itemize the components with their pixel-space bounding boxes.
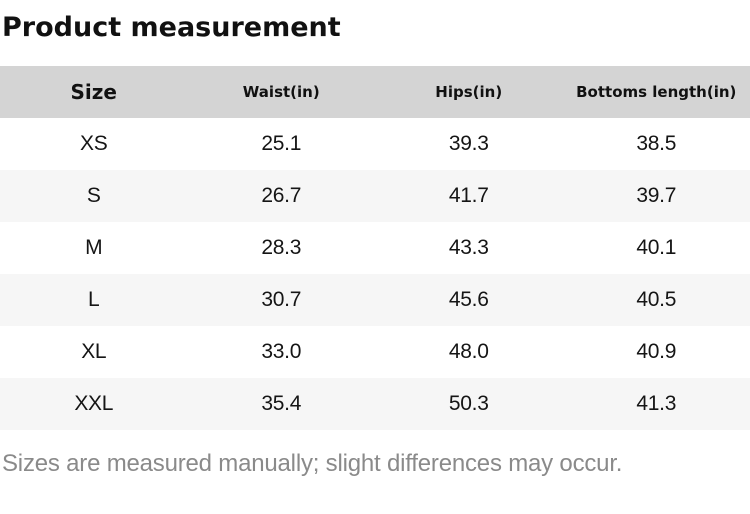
- table-row: XL 33.0 48.0 40.9: [0, 326, 750, 378]
- bottoms-length-cell: 41.3: [563, 378, 750, 430]
- table-row: S 26.7 41.7 39.7: [0, 170, 750, 222]
- hips-cell: 41.7: [375, 170, 563, 222]
- waist-cell: 33.0: [188, 326, 376, 378]
- column-header-bottoms-length: Bottoms length(in): [563, 66, 750, 118]
- bottoms-length-cell: 39.7: [563, 170, 750, 222]
- waist-cell: 35.4: [188, 378, 376, 430]
- table-row: M 28.3 43.3 40.1: [0, 222, 750, 274]
- waist-cell: 26.7: [188, 170, 376, 222]
- bottoms-length-cell: 40.1: [563, 222, 750, 274]
- table-row: XXL 35.4 50.3 41.3: [0, 378, 750, 430]
- hips-cell: 43.3: [375, 222, 563, 274]
- hips-cell: 45.6: [375, 274, 563, 326]
- column-header-size: Size: [0, 66, 188, 118]
- hips-cell: 39.3: [375, 118, 563, 170]
- size-cell: XXL: [0, 378, 188, 430]
- measurement-disclaimer: Sizes are measured manually; slight diff…: [2, 448, 750, 479]
- size-cell: S: [0, 170, 188, 222]
- bottoms-length-cell: 40.5: [563, 274, 750, 326]
- bottoms-length-cell: 40.9: [563, 326, 750, 378]
- column-header-waist: Waist(in): [188, 66, 376, 118]
- table-row: XS 25.1 39.3 38.5: [0, 118, 750, 170]
- waist-cell: 28.3: [188, 222, 376, 274]
- size-cell: M: [0, 222, 188, 274]
- hips-cell: 48.0: [375, 326, 563, 378]
- column-header-hips: Hips(in): [375, 66, 563, 118]
- size-cell: XL: [0, 326, 188, 378]
- bottoms-length-cell: 38.5: [563, 118, 750, 170]
- size-cell: L: [0, 274, 188, 326]
- table-header-row: Size Waist(in) Hips(in) Bottoms length(i…: [0, 66, 750, 118]
- size-measurement-table: Size Waist(in) Hips(in) Bottoms length(i…: [0, 66, 750, 430]
- page-title: Product measurement: [2, 12, 750, 44]
- table-row: L 30.7 45.6 40.5: [0, 274, 750, 326]
- hips-cell: 50.3: [375, 378, 563, 430]
- waist-cell: 25.1: [188, 118, 376, 170]
- waist-cell: 30.7: [188, 274, 376, 326]
- size-cell: XS: [0, 118, 188, 170]
